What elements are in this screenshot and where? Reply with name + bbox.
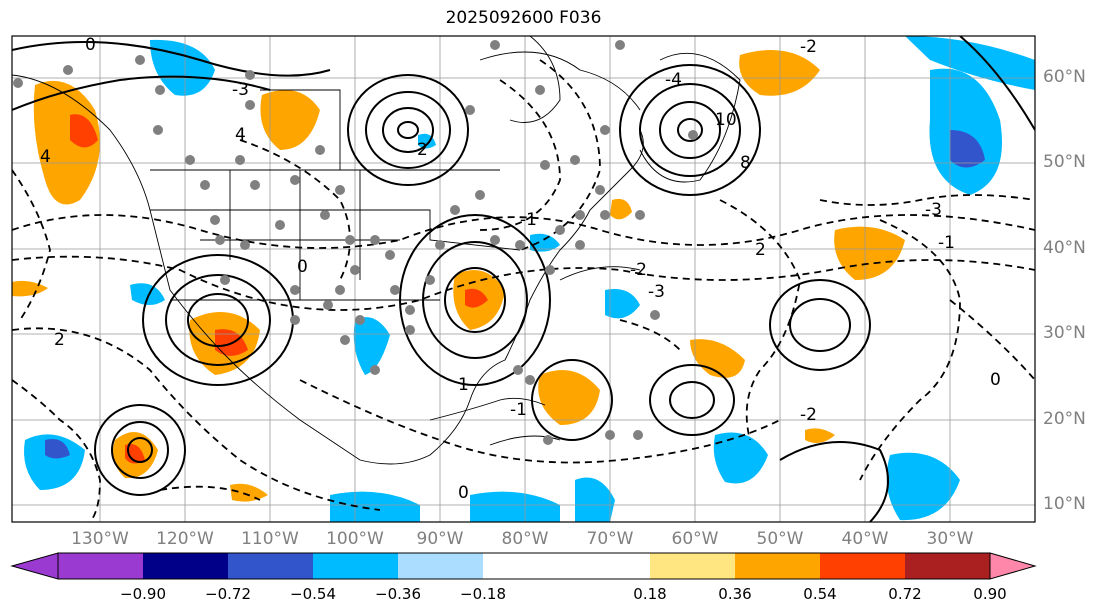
contour-label: -3 (648, 282, 665, 302)
contour-label: 1 (458, 375, 469, 395)
station-markers (13, 40, 698, 445)
contour-label: -3 (232, 80, 249, 100)
lon-label: 60°W (671, 529, 719, 549)
dashed-contours (12, 59, 1035, 522)
contour-label: -4 (665, 70, 682, 90)
lon-label: 110°W (241, 529, 299, 549)
colorbar-bin (228, 553, 313, 579)
lon-label: 130°W (71, 529, 129, 549)
colorbar-bin (58, 553, 143, 579)
negative-anomaly-shading (24, 36, 1035, 522)
lon-label: 90°W (416, 529, 464, 549)
colorbar-bin (905, 553, 990, 579)
lat-label: 30°N (1043, 323, 1086, 343)
contour-label: 0 (990, 370, 1001, 390)
coastlines (12, 36, 741, 465)
colorbar-bin (313, 553, 398, 579)
colorbar-tick-label: −0.90 (120, 585, 166, 603)
colorbar-bin (483, 553, 650, 579)
contour-label: 2 (755, 240, 766, 260)
colorbar-tick-label: −0.72 (205, 585, 251, 603)
lon-label: 30°W (926, 529, 974, 549)
contour-label: 10 (715, 110, 737, 130)
colorbar-bin (398, 553, 483, 579)
contour-label: -2 (800, 37, 817, 57)
colorbar-extend-left (10, 552, 59, 580)
colorbar-extend-right (989, 552, 1037, 580)
colorbar-tick-label: 0.72 (888, 585, 922, 603)
contour-label: -1 (520, 210, 537, 230)
lon-label: 80°W (501, 529, 549, 549)
colorbar-tick-label: −0.18 (460, 585, 506, 603)
colorbar-tick-label: 0.18 (633, 585, 667, 603)
contour-label: 4 (40, 147, 51, 167)
lon-label: 100°W (326, 529, 384, 549)
colorbar-tick-label: 0.54 (803, 585, 837, 603)
map-title: 2025092600 F036 (445, 8, 602, 28)
colorbar-tick-label: −0.36 (375, 585, 421, 603)
colorbar-tick-label: 0.36 (718, 585, 752, 603)
contour-label: -2 (800, 405, 817, 425)
colorbar-bin (735, 553, 820, 579)
colorbar (10, 552, 1037, 580)
contour-label: -3 (925, 200, 942, 220)
contour-label: -1 (510, 400, 527, 420)
lon-label: 70°W (586, 529, 634, 549)
contour-label: 8 (740, 153, 751, 173)
lat-label: 60°N (1043, 67, 1086, 87)
contour-label: -2 (630, 260, 647, 280)
contour-label: 0 (85, 35, 96, 55)
lon-label: 40°W (841, 529, 889, 549)
lat-label: 40°N (1043, 238, 1086, 258)
lon-label: 120°W (156, 529, 214, 549)
lon-label: 50°W (756, 529, 804, 549)
colorbar-bin (820, 553, 905, 579)
contour-label: -1 (938, 233, 955, 253)
solid-contours (12, 36, 1035, 522)
contour-label: 2 (417, 140, 428, 160)
lat-label: 10°N (1043, 494, 1086, 514)
lat-label: 50°N (1043, 152, 1086, 172)
contour-labels: -2 -4 10 8 -3 2 -3 -2 -3 0 4 1 -1 0 -2 2… (40, 35, 1001, 503)
colorbar-bin (143, 553, 228, 579)
colorbar-tick-label: 0.90 (973, 585, 1007, 603)
colorbar-bin (650, 553, 735, 579)
contour-label: 0 (458, 483, 469, 503)
contour-label: 2 (54, 330, 65, 350)
colorbar-tick-label: −0.54 (290, 585, 336, 603)
contour-label: 0 (297, 257, 308, 277)
contour-label: 4 (235, 125, 246, 145)
positive-anomaly-shading (12, 50, 905, 502)
lat-label: 20°N (1043, 409, 1086, 429)
